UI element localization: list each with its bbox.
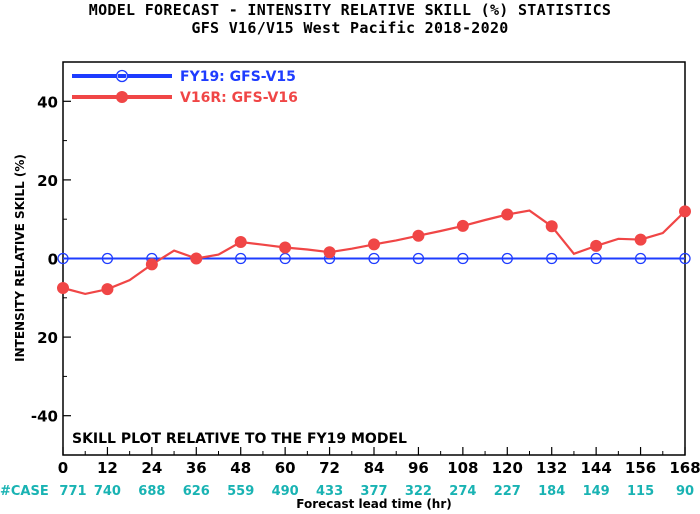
data-point-gfs-v16 [634, 233, 647, 246]
data-point-gfs-v16 [412, 229, 425, 242]
x-tick-label: 48 [230, 459, 251, 477]
data-point-gfs-v15 [501, 252, 513, 265]
case-count: 149 [583, 484, 610, 499]
data-point-gfs-v15 [57, 252, 69, 265]
case-count-label: #CASE [0, 484, 49, 499]
data-point-gfs-v16 [190, 252, 203, 265]
x-tick-label: 72 [319, 459, 340, 477]
case-count: 559 [227, 484, 254, 499]
data-point-gfs-v15 [634, 252, 647, 265]
x-tick-label: 0 [58, 459, 68, 477]
x-tick-label: 156 [625, 459, 656, 477]
case-count: 115 [627, 484, 654, 499]
case-count: 184 [538, 484, 565, 499]
y-tick-label: 40 [37, 93, 58, 111]
y-tick-label: 20 [37, 329, 58, 347]
data-point-gfs-v15 [679, 252, 691, 265]
data-point-gfs-v15 [235, 252, 247, 265]
data-point-gfs-v15 [412, 252, 425, 265]
data-point-gfs-v15 [101, 252, 114, 265]
y-axis-label: INTENSITY RELATIVE SKILL (%) [13, 154, 27, 362]
case-count: 433 [316, 484, 343, 499]
legend-label: V16R: GFS-V16 [180, 90, 298, 106]
data-point-gfs-v15 [457, 252, 469, 265]
data-point-gfs-v15 [590, 252, 602, 265]
x-tick-label: 36 [186, 459, 207, 477]
legend-marker [115, 69, 129, 83]
case-count: 322 [405, 484, 432, 499]
chart-subtitle: GFS V16/V15 West Pacific 2018-2020 [191, 19, 509, 37]
data-point-gfs-v16 [323, 246, 336, 259]
data-point-gfs-v16 [456, 219, 469, 232]
chart-title: MODEL FORECAST - INTENSITY RELATIVE SKIL… [88, 1, 612, 19]
case-count: 626 [183, 484, 210, 499]
x-tick-label: 132 [536, 459, 567, 477]
x-axis-label: Forecast lead time (hr) [296, 497, 452, 511]
x-tick-label: 108 [447, 459, 478, 477]
x-tick-label: 120 [492, 459, 523, 477]
data-point-gfs-v16 [145, 258, 158, 271]
x-tick-label: 96 [408, 459, 429, 477]
data-point-gfs-v16 [234, 235, 247, 248]
data-point-gfs-v16 [679, 205, 691, 218]
series-line-gfs-v16 [62, 209, 686, 296]
data-point-gfs-v16 [590, 239, 603, 252]
case-count: 740 [94, 484, 121, 499]
x-tick-label: 60 [275, 459, 296, 477]
y-tick-label: 20 [37, 172, 58, 190]
case-count: 90 [676, 484, 694, 499]
legend: FY19: GFS-V15 V16R: GFS-V16 [72, 69, 298, 106]
data-point-gfs-v15 [279, 252, 291, 265]
plot-note: SKILL PLOT RELATIVE TO THE FY19 MODEL [72, 431, 407, 447]
x-tick-label: 12 [97, 459, 118, 477]
data-point-gfs-v15 [546, 252, 558, 265]
case-count: 490 [272, 484, 299, 499]
y-tick-label: 0 [48, 251, 58, 269]
data-point-gfs-v15 [368, 252, 380, 265]
legend-marker [116, 91, 128, 103]
case-count: 688 [138, 484, 165, 499]
case-count: 771 [59, 484, 86, 499]
x-tick-label: 84 [364, 459, 385, 477]
case-count: 377 [360, 484, 387, 499]
case-count: 227 [494, 484, 521, 499]
data-point-gfs-v16 [368, 238, 380, 251]
data-point-gfs-v16 [101, 283, 114, 296]
y-tick-label: -40 [31, 408, 58, 426]
data-point-gfs-v16 [545, 220, 558, 233]
case-count: 274 [449, 484, 476, 499]
data-point-gfs-v16 [57, 281, 69, 294]
data-point-gfs-v16 [501, 208, 514, 221]
legend-label: FY19: GFS-V15 [180, 69, 296, 85]
x-tick-label: 168 [669, 459, 700, 477]
data-point-gfs-v16 [279, 241, 292, 254]
x-tick-label: 144 [580, 459, 611, 477]
x-tick-label: 24 [141, 459, 162, 477]
